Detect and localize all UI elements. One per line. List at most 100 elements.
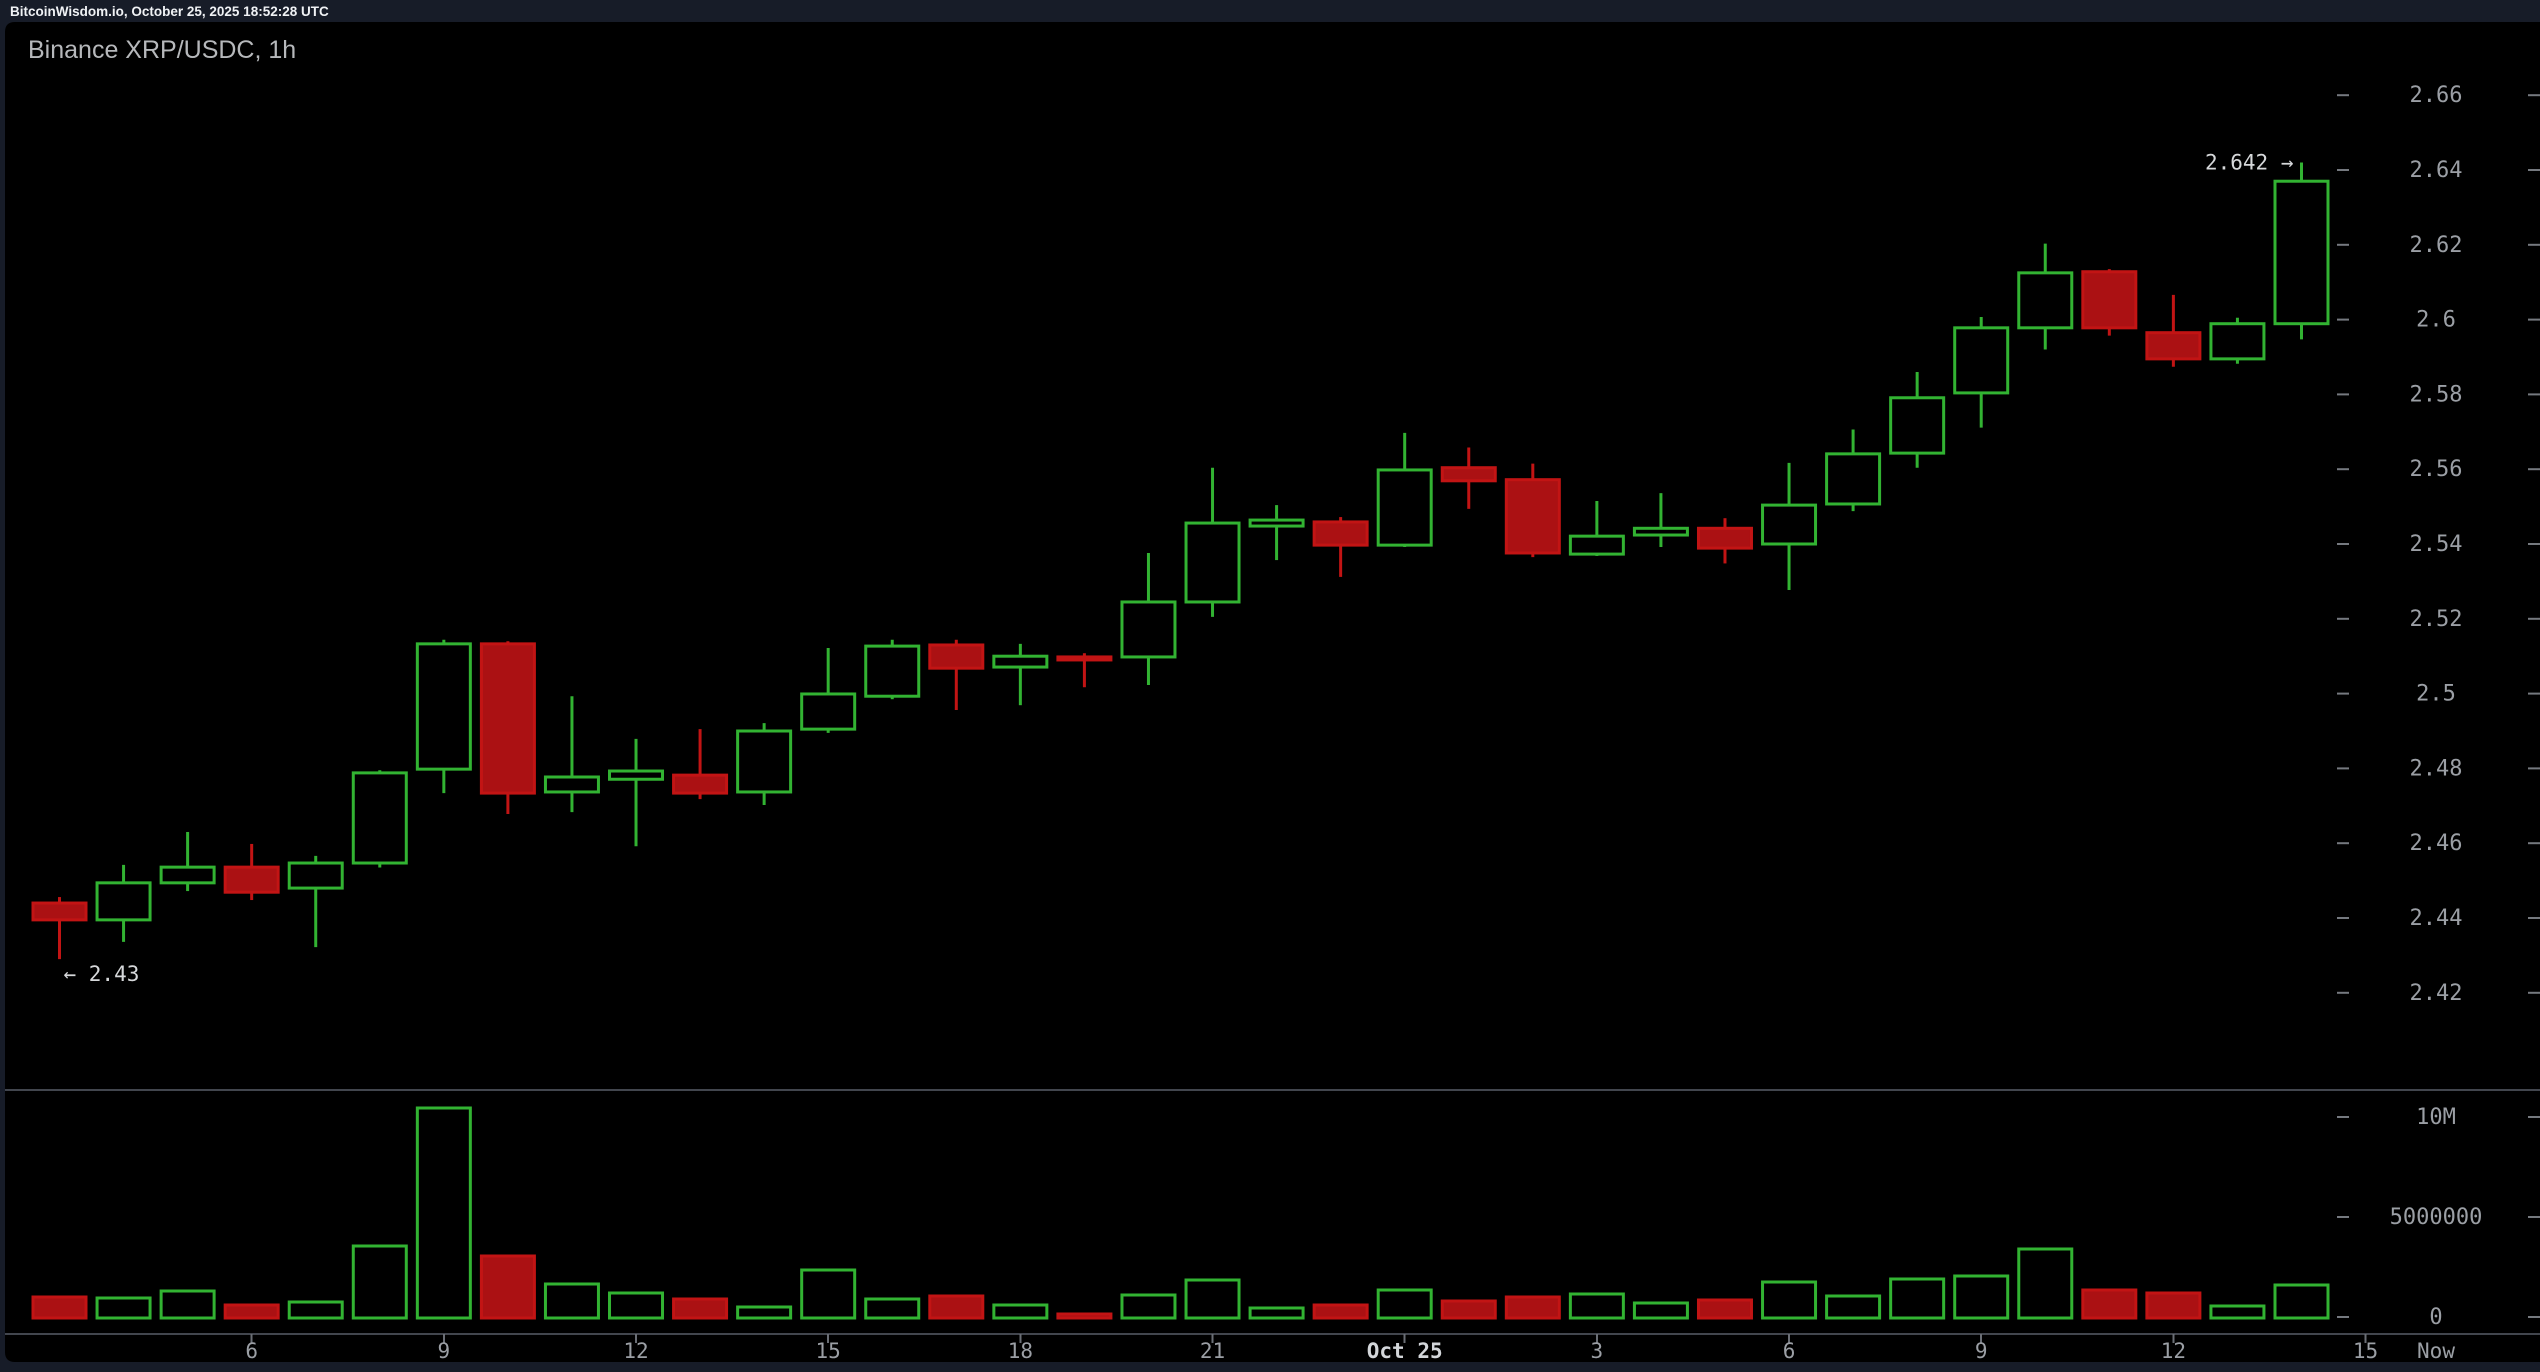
axis-grid [5, 94, 2540, 1343]
candle[interactable] [800, 647, 857, 733]
volume-bar[interactable] [672, 1297, 729, 1320]
candle-body [95, 881, 152, 922]
price-tick-label: 2.44 [2410, 906, 2463, 931]
candle[interactable] [1632, 493, 1689, 547]
volume-bar[interactable] [351, 1244, 408, 1320]
volume-bar[interactable] [223, 1303, 280, 1320]
candle[interactable] [351, 770, 408, 868]
candle-body [864, 644, 921, 698]
candle[interactable] [672, 729, 729, 800]
volume-bar[interactable] [287, 1300, 344, 1320]
candle[interactable] [992, 643, 1049, 706]
volume-bar[interactable] [928, 1294, 985, 1320]
candle-body [287, 861, 344, 890]
candle[interactable] [479, 641, 536, 815]
volume-bar[interactable] [608, 1291, 665, 1320]
candle[interactable] [95, 864, 152, 942]
volume-bar[interactable] [864, 1297, 921, 1320]
candle[interactable] [1248, 505, 1305, 561]
candle[interactable] [2273, 162, 2330, 340]
candle[interactable] [2209, 317, 2266, 364]
candle[interactable] [1696, 518, 1753, 564]
candle-body [1120, 600, 1177, 659]
time-label: 9 [438, 1339, 451, 1363]
volume-bar[interactable] [1953, 1274, 2010, 1320]
volume-bar[interactable] [992, 1303, 1049, 1320]
candle[interactable] [1376, 432, 1433, 547]
candle[interactable] [1761, 462, 1818, 591]
volume-bar[interactable] [95, 1296, 152, 1320]
time-label: 15 [816, 1339, 841, 1363]
volume-bar[interactable] [1696, 1298, 1753, 1320]
volume-bar[interactable] [415, 1106, 472, 1320]
candle[interactable] [2081, 269, 2138, 336]
candle[interactable] [31, 897, 88, 960]
candle[interactable] [1825, 429, 1882, 512]
candle-body [2081, 270, 2138, 330]
candle[interactable] [608, 738, 665, 847]
candle-body [479, 642, 536, 795]
candle[interactable] [864, 639, 921, 700]
candle[interactable] [1889, 371, 1946, 468]
candle-body [1953, 326, 2010, 395]
candle[interactable] [2017, 243, 2074, 350]
time-label: 6 [1783, 1339, 1796, 1363]
candle[interactable] [1312, 517, 1369, 577]
price-tick-label: 2.62 [2410, 233, 2463, 258]
candle-body [351, 771, 408, 865]
candle[interactable] [2145, 294, 2202, 367]
axis-labels: 2.66 2.64 2.62 2.6 2.58 2.56 2.54 2.52 2.5 2.48 2.… [245, 83, 2482, 1363]
volume-bar[interactable] [1056, 1312, 1113, 1320]
volume-bar[interactable] [479, 1254, 536, 1320]
candle[interactable] [415, 639, 472, 794]
volume-bar[interactable] [2209, 1304, 2266, 1320]
volume-bar[interactable] [1761, 1280, 1818, 1320]
volume-bar[interactable] [1825, 1294, 1882, 1320]
volume-bar[interactable] [1504, 1295, 1561, 1320]
volume-tick-label: 10M [2416, 1105, 2456, 1130]
candle-body [1504, 478, 1561, 555]
candle-body [1825, 452, 1882, 506]
volume-bar[interactable] [1568, 1292, 1625, 1320]
volume-bar[interactable] [543, 1282, 600, 1320]
candle[interactable] [287, 855, 344, 948]
candle[interactable] [1568, 500, 1625, 556]
volume-bar[interactable] [1376, 1288, 1433, 1320]
candle[interactable] [543, 696, 600, 813]
volume-bar[interactable] [31, 1295, 88, 1320]
candle-body [672, 773, 729, 795]
candle[interactable] [223, 843, 280, 901]
volume-bar[interactable] [2081, 1288, 2138, 1320]
candle[interactable] [159, 831, 216, 892]
time-label: Oct 25 [1367, 1339, 1443, 1363]
volume-bar[interactable] [1184, 1278, 1241, 1320]
candle-body [1312, 520, 1369, 547]
volume-bar[interactable] [1440, 1299, 1497, 1320]
volume-bar[interactable] [1632, 1301, 1689, 1320]
volume-bar[interactable] [1120, 1293, 1177, 1320]
candle[interactable] [736, 723, 793, 806]
candle-body [1376, 468, 1433, 547]
volume-bar[interactable] [1889, 1277, 1946, 1320]
candle[interactable] [1184, 467, 1241, 617]
candle-body [992, 654, 1049, 669]
candle[interactable] [928, 639, 985, 711]
candle[interactable] [1056, 653, 1113, 688]
volume-bar[interactable] [159, 1289, 216, 1320]
candle-body [1889, 396, 1946, 455]
volume-bar[interactable] [2145, 1291, 2202, 1320]
volume-bar[interactable] [800, 1268, 857, 1320]
volume-tick-label: 5000000 [2390, 1205, 2483, 1230]
volume-bar[interactable] [2273, 1283, 2330, 1320]
candle[interactable] [1120, 552, 1177, 685]
candle-body [1184, 521, 1241, 604]
volume-bar[interactable] [1248, 1306, 1305, 1320]
candle[interactable] [1504, 463, 1561, 558]
volume-bar[interactable] [2017, 1247, 2074, 1320]
volume-bar[interactable] [736, 1305, 793, 1320]
candle[interactable] [1953, 316, 2010, 428]
volume-bar[interactable] [1312, 1303, 1369, 1320]
candle[interactable] [1440, 447, 1497, 509]
candle-body [2209, 322, 2266, 361]
